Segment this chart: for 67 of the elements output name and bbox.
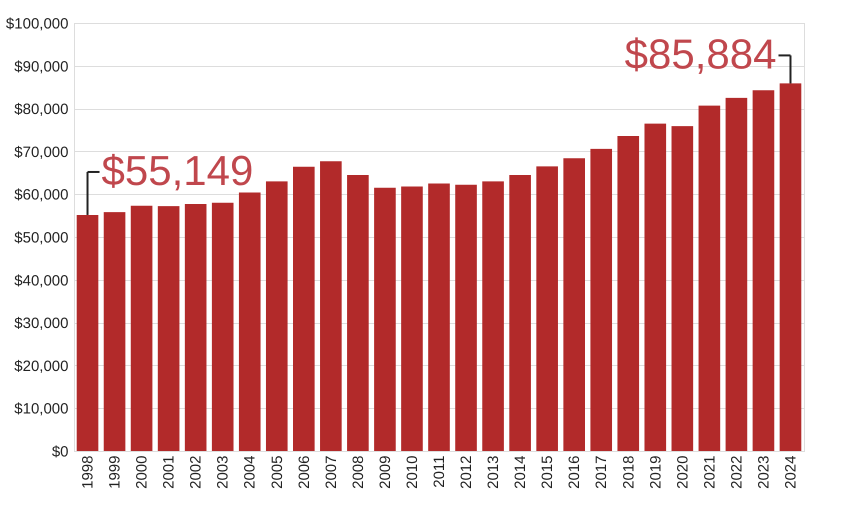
- bar: [130, 206, 152, 451]
- bar: [617, 136, 640, 451]
- bar: [455, 184, 477, 451]
- y-tick-label: $50,000: [14, 230, 68, 246]
- x-tick-label: 2003: [214, 456, 232, 489]
- x-tick-label: 2006: [296, 456, 313, 489]
- bar: [212, 202, 234, 451]
- x-tick-label: 2000: [134, 456, 151, 489]
- bar: [482, 181, 504, 451]
- annotation: $55,149: [102, 146, 254, 194]
- bar: [780, 83, 802, 451]
- y-tick-label: $10,000: [14, 400, 68, 418]
- x-tick-label: 2010: [404, 456, 421, 489]
- bar: [76, 214, 98, 451]
- x-tick-label: 2022: [728, 456, 746, 489]
- x-tick-label: 2009: [376, 456, 394, 489]
- bar: [644, 124, 666, 451]
- bar: [509, 174, 531, 451]
- x-tick-label: 2011: [431, 456, 448, 488]
- bar: [428, 184, 450, 451]
- bar: [266, 181, 288, 451]
- bar: [374, 188, 396, 451]
- y-tick-label: $0: [52, 444, 68, 460]
- bar: [672, 126, 694, 451]
- y-tick-label: $20,000: [14, 358, 68, 375]
- x-tick-label: 2013: [485, 456, 502, 489]
- x-tick-label: 2021: [701, 456, 718, 489]
- bar: [347, 174, 369, 451]
- bar: [536, 166, 558, 451]
- bar: [184, 204, 206, 451]
- y-tick-label: $40,000: [14, 272, 68, 290]
- bar: [293, 166, 315, 451]
- x-tick-label: 2018: [620, 456, 638, 489]
- x-tick-label: 2008: [350, 456, 367, 489]
- x-tick-label: 2001: [160, 456, 178, 489]
- y-tick-label: $100,000: [6, 16, 68, 32]
- y-tick-label: $60,000: [14, 186, 68, 204]
- annotation: $85,884: [624, 30, 776, 78]
- x-tick-label: 2002: [188, 456, 205, 489]
- bar: [104, 212, 126, 451]
- x-tick-label: 2005: [268, 456, 286, 489]
- bar: [238, 192, 261, 451]
- x-tick-label: 2024: [782, 456, 800, 489]
- x-tick-label: 2019: [647, 456, 664, 489]
- y-tick-label: $80,000: [14, 101, 68, 118]
- x-tick-label: 2020: [674, 456, 692, 489]
- x-tick-label: 2015: [539, 456, 556, 489]
- x-tick-label: 2023: [755, 456, 772, 489]
- bar: [563, 158, 585, 451]
- y-tick-label: $90,000: [14, 58, 68, 76]
- x-tick-label: 2014: [512, 456, 530, 489]
- x-tick-label: 2017: [593, 456, 610, 489]
- x-tick-label: 1998: [80, 456, 97, 489]
- bar: [726, 98, 748, 451]
- bar: [320, 161, 342, 451]
- x-tick-label: 2012: [458, 456, 476, 489]
- x-tick-label: 2007: [322, 456, 340, 489]
- y-tick-label: $70,000: [14, 144, 68, 161]
- y-tick-label: $30,000: [14, 315, 68, 332]
- bar: [590, 148, 612, 451]
- bar: [698, 106, 720, 451]
- bar: [158, 206, 180, 451]
- x-tick-label: 2004: [242, 456, 259, 489]
- x-tick-label: 2016: [566, 456, 584, 489]
- x-tick-label: 1999: [106, 456, 124, 489]
- bar: [752, 90, 774, 451]
- bar: [401, 186, 423, 451]
